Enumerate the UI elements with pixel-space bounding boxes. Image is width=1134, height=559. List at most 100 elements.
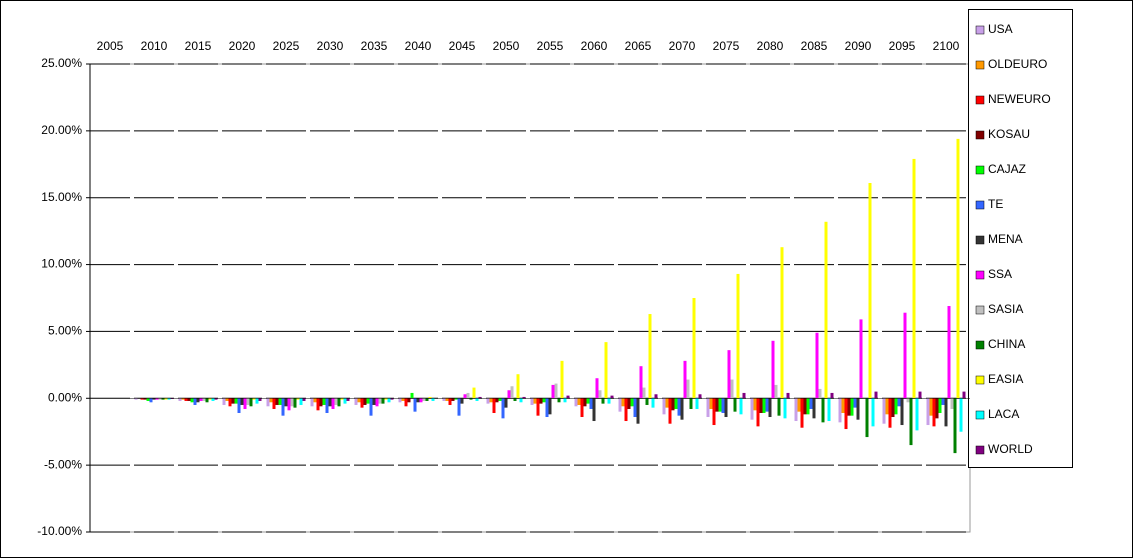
legend-label: TE bbox=[988, 197, 1003, 211]
bar bbox=[390, 398, 394, 400]
bar bbox=[783, 398, 787, 419]
bar bbox=[830, 392, 834, 399]
bar bbox=[844, 398, 848, 430]
bar bbox=[214, 398, 218, 400]
bar bbox=[445, 398, 449, 401]
bar bbox=[765, 398, 769, 412]
bar bbox=[161, 398, 165, 400]
bar bbox=[557, 398, 561, 403]
bar bbox=[146, 398, 150, 401]
bar bbox=[900, 398, 904, 426]
bar bbox=[243, 398, 247, 409]
bar bbox=[853, 398, 857, 408]
bar bbox=[507, 390, 511, 399]
bar bbox=[310, 398, 314, 407]
bar bbox=[868, 183, 872, 399]
bar bbox=[651, 398, 655, 408]
bar bbox=[935, 398, 939, 419]
bar bbox=[692, 298, 696, 399]
bar bbox=[369, 398, 373, 416]
bar bbox=[240, 398, 244, 405]
bar bbox=[736, 273, 740, 399]
bar bbox=[313, 398, 317, 403]
bar bbox=[891, 398, 895, 418]
bar bbox=[739, 398, 743, 415]
bar bbox=[639, 366, 643, 399]
legend-swatch bbox=[975, 130, 985, 140]
bar bbox=[824, 221, 828, 399]
bar bbox=[246, 398, 250, 405]
bar bbox=[152, 398, 156, 400]
bar bbox=[721, 398, 725, 413]
bar bbox=[929, 398, 933, 416]
bar bbox=[698, 394, 702, 399]
x-tick-label: 2035 bbox=[361, 39, 388, 53]
bar bbox=[416, 398, 420, 403]
x-tick-label: 2015 bbox=[185, 39, 212, 53]
bar bbox=[642, 387, 646, 399]
bar bbox=[706, 398, 710, 418]
bar bbox=[492, 398, 496, 413]
bar bbox=[668, 398, 672, 424]
bar bbox=[633, 398, 637, 418]
bar bbox=[674, 398, 678, 409]
legend bbox=[968, 9, 1073, 468]
bar bbox=[448, 398, 452, 405]
bar bbox=[551, 384, 555, 399]
bar bbox=[360, 398, 364, 408]
bar bbox=[384, 398, 388, 400]
bar bbox=[237, 398, 241, 413]
bar bbox=[472, 387, 476, 399]
bar bbox=[422, 398, 426, 401]
bar bbox=[592, 398, 596, 422]
bar bbox=[671, 398, 675, 411]
bar bbox=[794, 398, 798, 422]
bar bbox=[733, 398, 737, 412]
x-tick-label: 2030 bbox=[317, 39, 344, 53]
bar bbox=[266, 398, 270, 407]
bar bbox=[548, 398, 552, 415]
x-tick-label: 2085 bbox=[801, 39, 828, 53]
bar bbox=[912, 158, 916, 399]
bar bbox=[903, 312, 907, 399]
bar bbox=[574, 398, 578, 407]
bar bbox=[566, 395, 570, 399]
bar bbox=[498, 398, 502, 401]
bar bbox=[906, 398, 910, 403]
bar bbox=[607, 398, 611, 404]
bar bbox=[478, 396, 482, 399]
bar bbox=[750, 398, 754, 420]
bar bbox=[170, 398, 174, 399]
bar bbox=[756, 398, 760, 427]
bar bbox=[695, 398, 699, 409]
bar bbox=[665, 398, 669, 408]
bar bbox=[466, 392, 470, 399]
bar bbox=[560, 360, 564, 399]
bar bbox=[178, 398, 182, 401]
bar bbox=[944, 398, 948, 427]
x-tick-label: 2045 bbox=[449, 39, 476, 53]
bar bbox=[158, 398, 162, 400]
bar bbox=[258, 398, 262, 401]
bar bbox=[959, 398, 963, 432]
legend-label: NEWEURO bbox=[988, 92, 1051, 106]
bar bbox=[533, 398, 537, 404]
bar bbox=[636, 398, 640, 424]
bar bbox=[932, 398, 936, 427]
bar bbox=[888, 398, 892, 428]
bar bbox=[648, 314, 652, 399]
x-tick-label: 2100 bbox=[933, 39, 960, 53]
bar bbox=[513, 398, 517, 401]
bar bbox=[938, 398, 942, 413]
bar bbox=[677, 398, 681, 416]
bar bbox=[205, 398, 209, 403]
bar bbox=[762, 398, 766, 413]
legend-label: USA bbox=[988, 22, 1013, 36]
bar bbox=[334, 398, 338, 405]
bar bbox=[343, 398, 347, 404]
bar bbox=[915, 398, 919, 431]
bar bbox=[885, 398, 889, 415]
bar bbox=[275, 398, 279, 405]
legend-label: SSA bbox=[988, 267, 1012, 281]
